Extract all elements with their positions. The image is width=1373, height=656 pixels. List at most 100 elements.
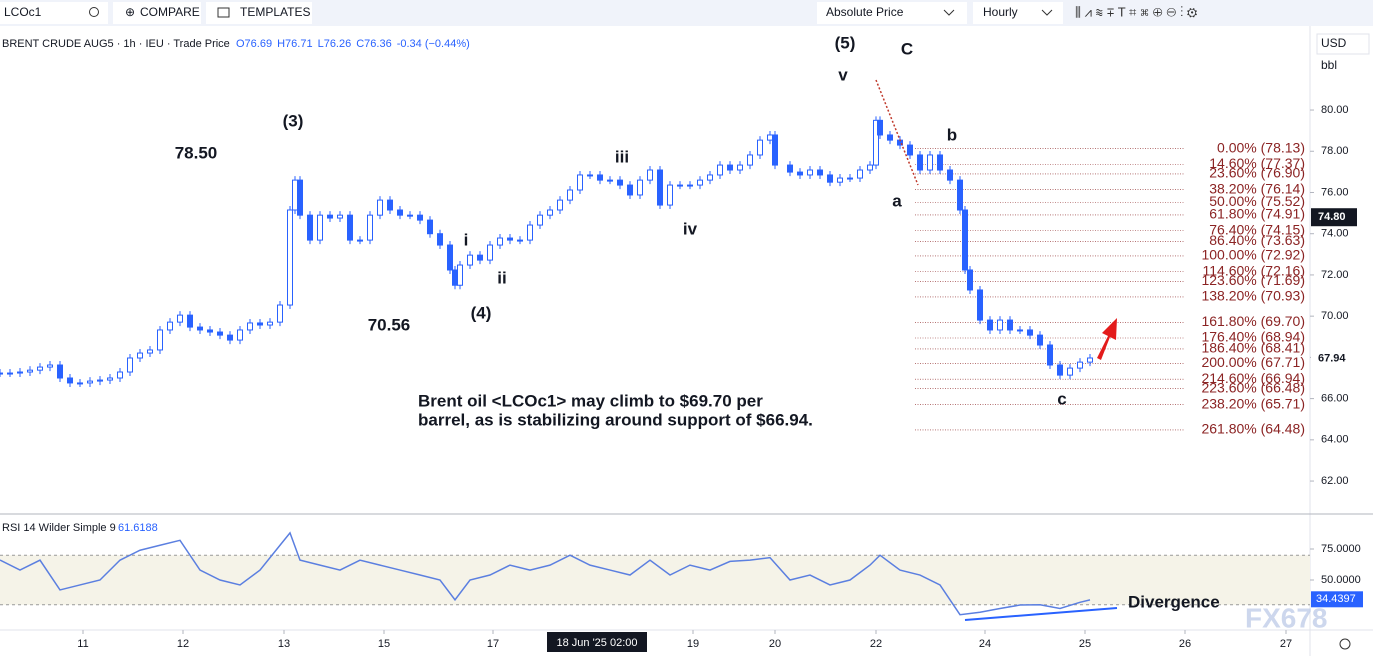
templates-label[interactable]: TEMPLATES xyxy=(240,5,310,19)
wave-label: iv xyxy=(683,219,698,238)
interval[interactable]: Hourly xyxy=(983,5,1018,19)
price-tag xyxy=(1311,349,1357,368)
fib-label: 14.60% (77.37) xyxy=(1209,155,1305,171)
candle xyxy=(27,369,33,373)
candle xyxy=(447,244,453,271)
candle xyxy=(467,254,473,266)
legend-title: BRENT CRUDE AUG5 · 1h · IEU · Trade Pric… xyxy=(2,38,230,50)
interval-select[interactable] xyxy=(973,2,1063,24)
wave-line xyxy=(875,79,919,186)
price-annotation: 78.50 xyxy=(175,143,218,162)
x-tick-label: 25 xyxy=(1079,638,1091,650)
x-tick-label: 27 xyxy=(1280,638,1292,650)
tool-icons[interactable]: ⫼ ⩘ ≋ ∓ T ⌗ ⌘ ⊕ ⊖ ⋮ ⚙ xyxy=(1075,4,1198,19)
rsi-band xyxy=(0,555,1310,605)
candle xyxy=(717,164,723,176)
candle xyxy=(137,352,143,359)
dropdown-arrow xyxy=(1041,9,1053,16)
compare-label[interactable]: COMPARE xyxy=(140,5,200,19)
divergence-label: Divergence xyxy=(1128,592,1220,611)
candle xyxy=(277,304,283,323)
candle xyxy=(657,169,663,206)
candle xyxy=(687,184,693,187)
divergence-line xyxy=(964,607,1118,621)
rsi-title: RSI 14 Wilder Simple 9 xyxy=(2,522,116,534)
candle xyxy=(887,134,893,141)
candle xyxy=(947,169,953,181)
candle xyxy=(977,289,983,321)
candle xyxy=(987,319,993,331)
currency-select[interactable] xyxy=(1316,33,1370,55)
candle xyxy=(567,189,573,201)
wave-label: (3) xyxy=(283,111,304,130)
fib-label: 61.80% (74.91) xyxy=(1209,206,1305,222)
candle xyxy=(847,177,853,180)
symbol[interactable]: LCOc1 xyxy=(4,5,42,19)
settings-icon[interactable] xyxy=(1339,638,1351,650)
candle xyxy=(7,372,13,375)
rsi-tag-label: 34.4397 xyxy=(1316,593,1356,605)
candle xyxy=(577,174,583,191)
candle xyxy=(387,199,393,211)
wave-label: (5) xyxy=(835,33,856,52)
rsi-pane: 50.0000 75.0000 34.4397 xyxy=(0,531,1363,616)
x-tick-label: 20 xyxy=(769,638,781,650)
fib-label: 214.60% (66.94) xyxy=(1201,370,1305,386)
candle xyxy=(317,214,323,241)
crosshair-label: 18 Jun '25 02:00 xyxy=(556,637,637,649)
candle xyxy=(1087,357,1093,363)
up-arrow xyxy=(1097,318,1117,360)
fib-label: 161.80% (69.70) xyxy=(1201,313,1305,329)
candle xyxy=(117,371,123,379)
y-tick-label: 80.00 xyxy=(1321,104,1349,116)
candle xyxy=(337,214,343,219)
search-icon[interactable] xyxy=(89,7,99,17)
fib-label: 138.20% (70.93) xyxy=(1201,288,1305,304)
crosshair-box xyxy=(547,632,647,652)
candle xyxy=(907,144,913,156)
candle xyxy=(877,119,883,136)
candle xyxy=(627,184,633,196)
candle xyxy=(1027,329,1033,336)
candle xyxy=(867,164,873,171)
price-tag xyxy=(1311,208,1357,227)
x-tick-label: 24 xyxy=(979,638,991,650)
candle xyxy=(267,321,273,326)
price-mode-select[interactable] xyxy=(817,2,967,24)
rsi-tag xyxy=(1311,591,1363,608)
compare-button[interactable] xyxy=(113,2,201,24)
rsi-last: 61.6188 xyxy=(118,522,158,534)
candle xyxy=(917,154,923,171)
wave-label: ii xyxy=(497,268,506,287)
wave-label: (4) xyxy=(471,303,492,322)
fib-label: 76.40% (74.15) xyxy=(1209,221,1305,237)
candle xyxy=(827,174,833,183)
candle xyxy=(857,169,863,179)
candle xyxy=(77,382,83,385)
candle xyxy=(817,169,823,176)
candle xyxy=(647,169,653,181)
x-tick-label: 17 xyxy=(487,638,499,650)
templates-button[interactable] xyxy=(206,2,312,24)
currency[interactable]: USD xyxy=(1321,36,1347,50)
unit[interactable]: bbl xyxy=(1321,58,1337,72)
y-tick-label: 70.00 xyxy=(1321,310,1349,322)
y-tick-label: 72.00 xyxy=(1321,269,1349,281)
wave-label: v xyxy=(838,65,848,84)
candle xyxy=(17,371,23,374)
candle xyxy=(487,244,493,261)
price-mode[interactable]: Absolute Price xyxy=(826,5,904,19)
candle xyxy=(67,377,73,384)
ohlc-value: L76.26 xyxy=(318,38,352,50)
y-tick-label: 64.00 xyxy=(1321,434,1349,446)
candle xyxy=(127,357,133,373)
candle xyxy=(617,179,623,186)
symbol-box[interactable] xyxy=(0,2,108,24)
candle xyxy=(797,171,803,176)
y-tick-label: 75.0000 xyxy=(1321,543,1361,555)
candle xyxy=(607,179,613,182)
candle xyxy=(677,184,683,187)
x-tick-label: 19 xyxy=(687,638,699,650)
candle xyxy=(757,139,763,156)
candle xyxy=(727,164,733,171)
